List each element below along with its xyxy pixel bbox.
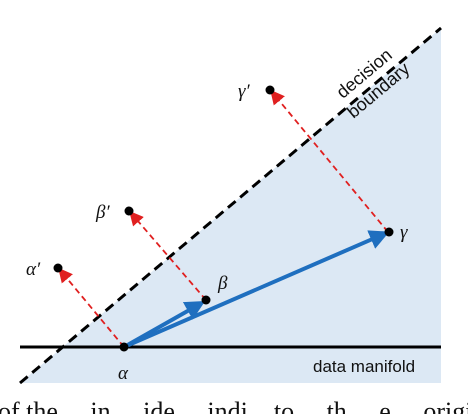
point-alpha (119, 342, 129, 352)
reflection-arrow-beta (129, 210, 207, 301)
caption-fragment: of the… in… ide… indi…to… th… e… origina… (0, 397, 468, 414)
point-gamma (384, 227, 394, 237)
label-gamma-prime: γ′ (238, 81, 250, 102)
vector-alpha-gamma (123, 230, 390, 349)
label-beta-prime: β′ (95, 202, 110, 223)
reflection-arrow-gamma (270, 89, 389, 233)
point-beta-prime (124, 206, 134, 216)
label-beta: β (217, 273, 228, 294)
point-alpha-prime (53, 263, 63, 273)
data-manifold-label: data manifold (313, 357, 415, 376)
label-alpha-prime: α′ (26, 259, 41, 280)
label-alpha: α (118, 363, 129, 384)
reflection-arrow-alpha (58, 267, 125, 348)
point-beta (201, 295, 211, 305)
point-gamma-prime (265, 85, 275, 95)
decision-boundary-line (19, 26, 442, 385)
label-gamma: γ (400, 222, 408, 243)
